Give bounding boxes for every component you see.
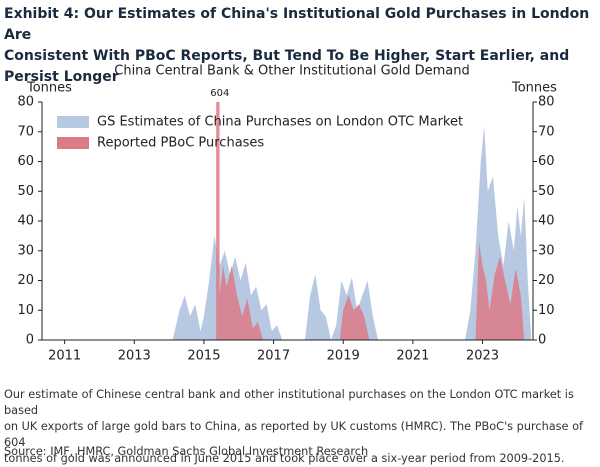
data-label: 604 xyxy=(210,88,229,99)
y2-tick-label: 40 xyxy=(538,214,555,229)
title-line: Exhibit 4: Our Estimates of China's Inst… xyxy=(4,6,590,43)
y2-tick-label: 0 xyxy=(538,333,546,348)
title-line: Consistent With PBoC Reports, But Tend T… xyxy=(4,48,570,85)
y2-tick-label: 50 xyxy=(538,184,555,199)
y2-tick-label: 70 xyxy=(538,124,555,139)
footnote-line: on UK exports of large gold bars to Chin… xyxy=(4,420,583,449)
y2-tick-label: 20 xyxy=(538,273,555,288)
chart-subtitle: China Central Bank & Other Institutional… xyxy=(114,64,470,79)
y-tick-label: 20 xyxy=(17,273,34,288)
legend-label: Reported PBoC Purchases xyxy=(97,136,264,151)
y2-axis-label: Tonnes xyxy=(511,81,557,96)
legend-swatch xyxy=(57,137,89,149)
title: Exhibit 4: Our Estimates of China's Inst… xyxy=(4,4,600,88)
x-tick-label: 2019 xyxy=(327,349,360,364)
y-tick-label: 40 xyxy=(17,214,34,229)
y2-tick-label: 60 xyxy=(538,154,555,169)
source: Source: IMF, HMRC, Goldman Sachs Global … xyxy=(4,445,369,458)
area xyxy=(216,102,525,340)
y-tick-label: 50 xyxy=(17,184,34,199)
x-tick-label: 2011 xyxy=(48,349,81,364)
x-tick-label: 2017 xyxy=(257,349,290,364)
y2-tick-label: 30 xyxy=(538,243,555,258)
legend-label: GS Estimates of China Purchases on Londo… xyxy=(97,115,463,130)
legend-swatch xyxy=(57,116,89,128)
y2-tick-label: 80 xyxy=(538,95,555,110)
y-tick-label: 80 xyxy=(17,95,34,110)
y-axis-label: Tonnes xyxy=(26,81,72,96)
plot-area xyxy=(172,102,532,340)
y-tick-label: 10 xyxy=(17,303,34,318)
footnote-line: Our estimate of Chinese central bank and… xyxy=(4,388,574,417)
y-tick-label: 30 xyxy=(17,243,34,258)
chart: China Central Bank & Other Institutional… xyxy=(17,64,557,364)
footnote-line: tonnes of gold was announced in June 201… xyxy=(4,452,565,465)
x-tick-label: 2015 xyxy=(187,349,220,364)
footnote: Our estimate of Chinese central bank and… xyxy=(4,387,600,467)
y-tick-label: 60 xyxy=(17,154,34,169)
y2-tick-label: 10 xyxy=(538,303,555,318)
y-tick-label: 0 xyxy=(26,333,34,348)
x-tick-label: 2021 xyxy=(396,349,429,364)
x-tick-label: 2023 xyxy=(466,349,499,364)
x-tick-label: 2013 xyxy=(118,349,151,364)
y-tick-label: 70 xyxy=(17,124,34,139)
